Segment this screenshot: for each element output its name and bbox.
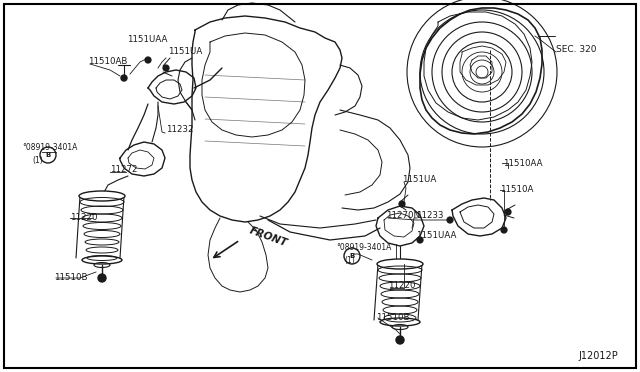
Text: (1): (1) (344, 256, 355, 264)
Circle shape (505, 209, 511, 215)
Text: 11232: 11232 (166, 125, 193, 135)
Text: B: B (45, 152, 51, 158)
Text: °08919-3401A: °08919-3401A (22, 144, 77, 153)
Ellipse shape (79, 191, 125, 201)
Text: 11233: 11233 (416, 212, 444, 221)
Circle shape (145, 57, 151, 63)
Text: 11510A: 11510A (500, 186, 533, 195)
Text: SEC. 320: SEC. 320 (556, 45, 596, 55)
Text: 11220: 11220 (388, 282, 415, 291)
Text: B: B (349, 253, 355, 259)
Circle shape (121, 75, 127, 81)
Text: (1): (1) (32, 155, 43, 164)
Text: 1151UA: 1151UA (402, 176, 436, 185)
Text: °08919-3401A: °08919-3401A (336, 244, 392, 253)
Ellipse shape (377, 259, 423, 269)
Text: 11270N: 11270N (386, 212, 420, 221)
Text: 11510B: 11510B (54, 273, 88, 282)
Text: 1151UAA: 1151UAA (416, 231, 456, 241)
Text: J12012P: J12012P (578, 351, 618, 361)
Circle shape (501, 227, 507, 233)
Text: 11510B: 11510B (376, 314, 410, 323)
Text: 11510AA: 11510AA (503, 158, 543, 167)
Circle shape (417, 237, 423, 243)
Circle shape (447, 217, 453, 223)
Text: 11272: 11272 (110, 166, 138, 174)
Circle shape (399, 201, 405, 207)
Text: 11220: 11220 (70, 214, 97, 222)
Text: 1151UAA: 1151UAA (127, 35, 168, 45)
Circle shape (98, 274, 106, 282)
Circle shape (163, 65, 169, 71)
Text: 11510AB: 11510AB (88, 58, 127, 67)
Text: 1151UA: 1151UA (168, 48, 202, 57)
Circle shape (396, 336, 404, 344)
Text: FRONT: FRONT (248, 225, 289, 248)
